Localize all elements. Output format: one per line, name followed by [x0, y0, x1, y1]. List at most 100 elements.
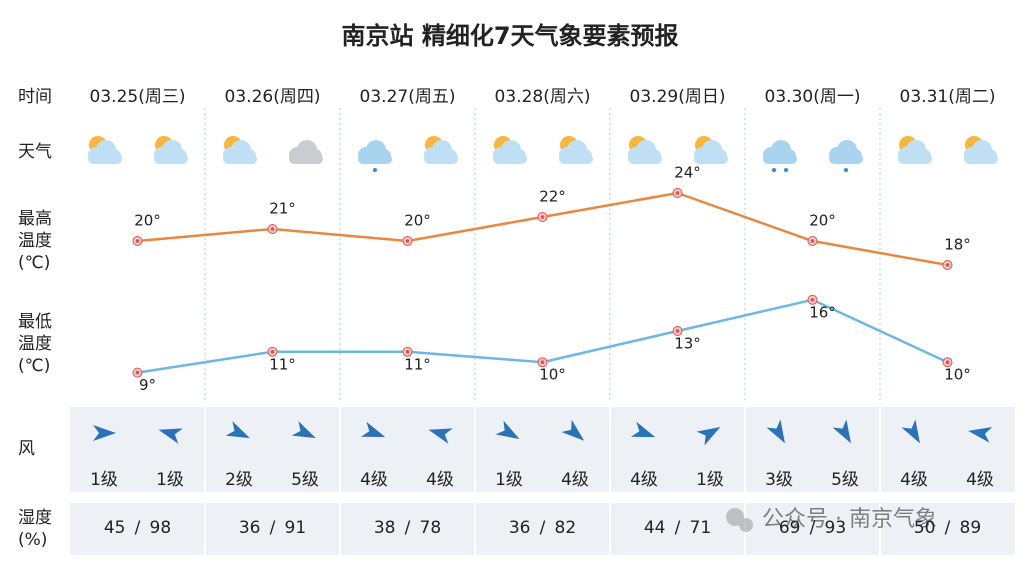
wind-level: 5级	[831, 470, 859, 490]
point-center	[810, 239, 815, 243]
x-tick-label: 03.29(周日)	[630, 87, 726, 107]
wind-arrow-shape	[428, 428, 453, 444]
humidity-high: 93	[825, 518, 847, 538]
data-label: 10°	[539, 366, 566, 384]
weather-icon	[424, 136, 458, 164]
wind-level: 1级	[495, 470, 523, 490]
row-label: 风	[18, 439, 35, 459]
wind-arrow	[495, 420, 520, 439]
data-label: 20°	[134, 212, 161, 230]
wind-arrow-shape	[93, 425, 116, 441]
data-label: 18°	[944, 236, 971, 254]
data-label: 11°	[404, 355, 431, 373]
wind-arrow	[225, 421, 250, 439]
wind-arrow-shape	[766, 419, 785, 444]
watermark: 公众号 · 南京气象	[726, 507, 937, 532]
weather-icon	[88, 136, 122, 164]
rain-drop	[373, 168, 377, 172]
cloud	[898, 154, 932, 164]
wind-level: 5级	[291, 470, 319, 490]
watermark-text: 公众号 · 南京气象	[762, 507, 937, 532]
point-center	[810, 298, 815, 302]
humidity-separator: /	[540, 518, 546, 538]
wind-level: 4级	[966, 470, 994, 490]
humidity-high: 91	[285, 518, 307, 538]
x-tick-label: 03.27(周五)	[360, 87, 456, 107]
cloud	[694, 154, 728, 164]
x-tick-label: 03.31(周二)	[900, 87, 996, 107]
point-center	[135, 239, 140, 243]
data-label: 24°	[674, 164, 701, 182]
wind-arrow-shape	[968, 427, 993, 443]
humidity-separator: /	[810, 518, 816, 538]
wind-arrow	[901, 419, 920, 444]
wind-arrow-shape	[832, 419, 851, 444]
point-center	[135, 370, 140, 375]
cloud	[289, 154, 323, 164]
cloud	[763, 154, 797, 164]
point-center	[405, 239, 410, 243]
point-center	[540, 360, 545, 365]
cloud	[493, 154, 527, 164]
cloud	[829, 154, 863, 164]
wind-arrow	[766, 419, 785, 444]
data-label: 22°	[539, 188, 566, 206]
humidity-high: 89	[960, 518, 982, 538]
wind-level: 4级	[900, 470, 928, 490]
weather-icon	[898, 136, 932, 164]
weather-icon	[154, 136, 188, 164]
wind-arrow-shape	[630, 421, 656, 438]
cloud	[88, 154, 122, 164]
wind-arrow-shape	[495, 420, 520, 439]
data-label: 16°	[809, 303, 836, 321]
wind-level: 1级	[90, 470, 118, 490]
humidity-separator: /	[270, 518, 276, 538]
humidity-separator: /	[405, 518, 411, 538]
weather-icon	[559, 136, 593, 164]
x-tick-label: 03.30(周一)	[765, 87, 861, 107]
cloud	[628, 154, 662, 164]
point-center	[270, 350, 275, 354]
wind-arrow	[158, 428, 183, 444]
wind-arrow	[428, 428, 453, 444]
wind-arrow	[561, 419, 585, 441]
humidity-panel	[70, 503, 1015, 555]
weather-icon	[358, 140, 392, 172]
data-label: 9°	[139, 376, 156, 394]
wind-arrow-shape	[696, 427, 721, 446]
row-label: 天气	[18, 142, 52, 162]
wind-arrow	[832, 419, 851, 444]
humidity-low: 36	[509, 518, 531, 538]
x-tick-label: 03.26(周四)	[225, 87, 321, 107]
data-label: 11°	[269, 355, 296, 373]
weather-icon	[964, 136, 998, 164]
weather-icon	[763, 140, 797, 172]
cloud	[559, 154, 593, 164]
wind-level: 4级	[630, 470, 658, 490]
weather-icon	[628, 136, 662, 164]
wind-arrow-shape	[158, 428, 183, 444]
wind-level: 4级	[561, 470, 589, 490]
cloud	[223, 154, 257, 164]
wind-level: 4级	[426, 470, 454, 490]
wind-arrow	[291, 421, 316, 439]
humidity-low: 45	[104, 518, 126, 538]
humidity-separator: /	[675, 518, 681, 538]
point-center	[540, 215, 545, 219]
legend-label: 最高温度(℃)	[18, 209, 52, 273]
weather-icon	[289, 140, 323, 164]
cloud	[154, 154, 188, 164]
point-center	[270, 227, 275, 231]
humidity-high: 78	[420, 518, 442, 538]
weather-icon	[223, 136, 257, 164]
wind-arrow-shape	[291, 421, 316, 439]
wind-level: 2级	[225, 470, 253, 490]
wind-arrow-shape	[561, 419, 585, 441]
wind-level: 1级	[696, 470, 724, 490]
humidity-high: 71	[690, 518, 712, 538]
watermark-icon	[726, 508, 744, 526]
weather-icon	[493, 136, 527, 164]
wind-arrow	[968, 427, 993, 443]
wind-level: 1级	[156, 470, 184, 490]
